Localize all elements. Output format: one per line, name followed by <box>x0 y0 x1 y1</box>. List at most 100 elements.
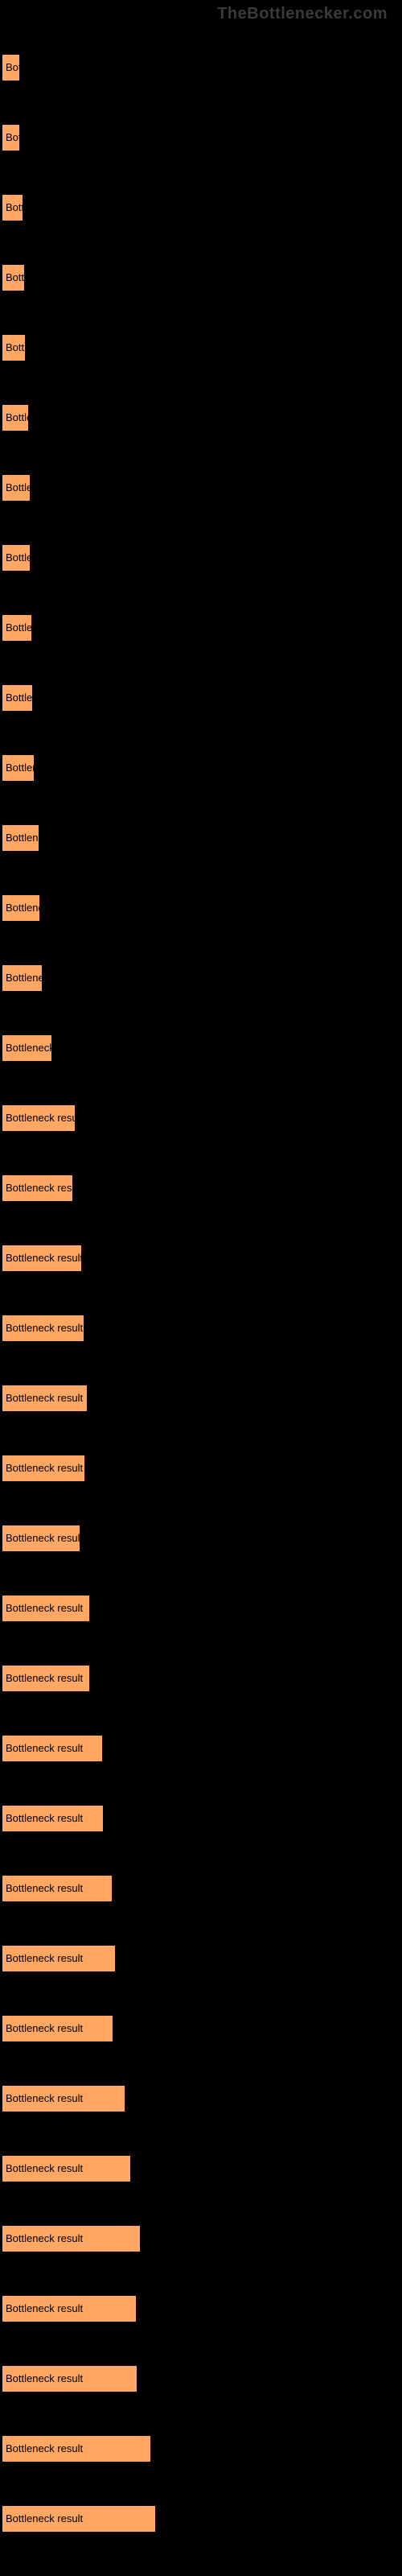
bar-label: Bottleneck result <box>6 1882 83 1894</box>
bar-label: Bottleneck result <box>6 1392 83 1404</box>
bar-label: Bottleneck result <box>6 1952 83 1964</box>
bar: Bottleneck result <box>2 1875 113 1902</box>
bar-row: Bottleneck result <box>2 452 402 522</box>
bar-row: Bottleneck result <box>2 102 402 172</box>
bar-label: Bottleneck result <box>6 271 25 283</box>
bar-row: Bottleneck result <box>2 803 402 873</box>
bar: Bottleneck result <box>2 894 40 922</box>
bar-row: Bottleneck result <box>2 1503 402 1573</box>
bar-label: Bottleneck result <box>6 1112 76 1124</box>
bar: Bottleneck result <box>2 1385 88 1412</box>
bar: Bottleneck result <box>2 1455 85 1482</box>
bar-label: Bottleneck result <box>6 131 20 143</box>
bar-row: Bottleneck result <box>2 943 402 1013</box>
bar: Bottleneck result <box>2 194 23 221</box>
bar-label: Bottleneck result <box>6 1812 83 1824</box>
bar-row: Bottleneck result <box>2 1153 402 1223</box>
bar: Bottleneck result <box>2 1665 90 1692</box>
bar-row: Bottleneck result <box>2 1363 402 1433</box>
bar-row: Bottleneck result <box>2 172 402 242</box>
bar-row: Bottleneck result <box>2 1643 402 1713</box>
bar-row: Bottleneck result <box>2 1713 402 1783</box>
bar-label: Bottleneck result <box>6 691 33 704</box>
bar: Bottleneck result <box>2 264 25 291</box>
bar-chart: Bottleneck result Bottleneck result Bottle… <box>0 0 402 2553</box>
bar-label: Bottleneck result <box>6 2372 83 2384</box>
bar-label: Bottleneck result <box>6 832 39 844</box>
bar-row: Bottleneck result <box>2 2483 402 2553</box>
bar-label: Bottleneck result <box>6 201 23 213</box>
bar: Bottleneck result <box>2 54 20 81</box>
bar-row: Bottleneck result <box>2 2133 402 2203</box>
bar: Bottleneck result <box>2 404 29 431</box>
bar: Bottleneck result <box>2 1104 76 1132</box>
bar: Bottleneck result <box>2 1595 90 1622</box>
bar: Bottleneck result <box>2 1805 104 1832</box>
bar-row: Bottleneck result <box>2 32 402 102</box>
bar-label: Bottleneck result <box>6 481 31 493</box>
bar: Bottleneck result <box>2 124 20 151</box>
bar-label: Bottleneck result <box>6 2162 83 2174</box>
bar-row: Bottleneck result <box>2 522 402 592</box>
bar-label: Bottleneck result <box>6 1182 73 1194</box>
bar-row: Bottleneck result <box>2 1293 402 1363</box>
bar: Bottleneck result <box>2 2015 113 2042</box>
bar: Bottleneck result <box>2 1525 80 1552</box>
bar-label: Bottleneck result <box>6 902 40 914</box>
bar-row: Bottleneck result <box>2 2343 402 2413</box>
bar: Bottleneck result <box>2 2155 131 2182</box>
bar: Bottleneck result <box>2 2295 137 2322</box>
bar-row: Bottleneck result <box>2 873 402 943</box>
bar: Bottleneck result <box>2 824 39 852</box>
bar-row: Bottleneck result <box>2 2273 402 2343</box>
bar-label: Bottleneck result <box>6 2092 83 2104</box>
bar: Bottleneck result <box>2 1174 73 1202</box>
bar: Bottleneck result <box>2 334 26 361</box>
bar: Bottleneck result <box>2 614 32 642</box>
bar-label: Bottleneck result <box>6 61 20 73</box>
bar-label: Bottleneck result <box>6 411 29 423</box>
bar-row: Bottleneck result <box>2 382 402 452</box>
bar-row: Bottleneck result <box>2 663 402 733</box>
bar-label: Bottleneck result <box>6 762 35 774</box>
bar-row: Bottleneck result <box>2 1573 402 1643</box>
bar-row: Bottleneck result <box>2 2063 402 2133</box>
bar-label: Bottleneck result <box>6 1252 82 1264</box>
bar: Bottleneck result <box>2 1945 116 1972</box>
bar-label: Bottleneck result <box>6 1672 83 1684</box>
bar-row: Bottleneck result <box>2 1433 402 1503</box>
bar-label: Bottleneck result <box>6 1322 83 1334</box>
bar-row: Bottleneck result <box>2 1853 402 1923</box>
bar: Bottleneck result <box>2 1735 103 1762</box>
bar: Bottleneck result <box>2 2225 141 2252</box>
bar-label: Bottleneck result <box>6 2022 83 2034</box>
bar-row: Bottleneck result <box>2 1923 402 1993</box>
bar-label: Bottleneck result <box>6 621 32 634</box>
bar-label: Bottleneck result <box>6 2232 83 2244</box>
bar-row: Bottleneck result <box>2 1223 402 1293</box>
bar-row: Bottleneck result <box>2 1013 402 1083</box>
bar-label: Bottleneck result <box>6 2302 83 2314</box>
bar: Bottleneck result <box>2 474 31 502</box>
bar: Bottleneck result <box>2 2435 151 2462</box>
bar: Bottleneck result <box>2 964 43 992</box>
bar-row: Bottleneck result <box>2 2203 402 2273</box>
bar: Bottleneck result <box>2 1245 82 1272</box>
bar-label: Bottleneck result <box>6 2512 83 2524</box>
watermark-text: TheBottlenecker.com <box>217 5 388 23</box>
bar: Bottleneck result <box>2 2505 156 2533</box>
bar-row: Bottleneck result <box>2 242 402 312</box>
bar: Bottleneck result <box>2 2365 137 2392</box>
bar-label: Bottleneck result <box>6 1532 80 1544</box>
bar-label: Bottleneck result <box>6 1602 83 1614</box>
bar-row: Bottleneck result <box>2 312 402 382</box>
bar-row: Bottleneck result <box>2 2413 402 2483</box>
bar-label: Bottleneck result <box>6 972 43 984</box>
bar: Bottleneck result <box>2 2085 125 2112</box>
bar-row: Bottleneck result <box>2 592 402 663</box>
bar-row: Bottleneck result <box>2 733 402 803</box>
bar-label: Bottleneck result <box>6 1742 83 1754</box>
bar-label: Bottleneck result <box>6 1042 52 1054</box>
bar: Bottleneck result <box>2 1315 84 1342</box>
bar-row: Bottleneck result <box>2 1993 402 2063</box>
